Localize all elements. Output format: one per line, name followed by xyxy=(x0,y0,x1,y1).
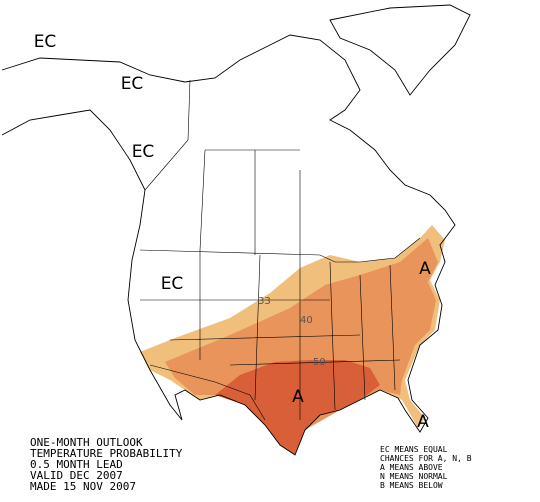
caption-line: MADE 15 NOV 2007 xyxy=(30,480,136,493)
state-lines xyxy=(140,250,401,420)
greenland xyxy=(329,4,471,96)
mexico-border xyxy=(149,364,266,421)
above-label: A xyxy=(417,412,429,432)
caption-line: 0.5 MONTH LEAD xyxy=(30,458,123,471)
legend: EC MEANS EQUAL CHANCES FOR A, N, B A MEA… xyxy=(380,445,472,490)
contour-label: 50 xyxy=(313,357,326,368)
caption-line: TEMPERATURE PROBABILITY xyxy=(30,447,183,460)
legend-line: B MEANS BELOW xyxy=(380,481,443,490)
coastline xyxy=(1,34,456,456)
ec-label: EC xyxy=(34,32,57,52)
ec-label: EC xyxy=(121,74,144,94)
map-outlines xyxy=(1,4,471,456)
legend-line: N MEANS NORMAL xyxy=(380,472,448,481)
alaska-border xyxy=(144,79,191,191)
caption-line: VALID DEC 2007 xyxy=(30,469,123,482)
contour-label: 40 xyxy=(300,315,313,326)
caption-line: ONE-MONTH OUTLOOK xyxy=(30,436,143,449)
canada-us-border xyxy=(139,237,421,263)
province-lines xyxy=(199,149,301,265)
above-label: A xyxy=(419,259,431,279)
ec-label: EC xyxy=(132,142,155,162)
caption: ONE-MONTH OUTLOOK TEMPERATURE PROBABILIT… xyxy=(30,436,183,493)
legend-line: EC MEANS EQUAL xyxy=(380,445,448,454)
shade-40 xyxy=(165,238,438,455)
legend-line: CHANCES FOR A, N, B xyxy=(380,454,472,463)
contour-label: 33 xyxy=(258,296,271,307)
above-label: A xyxy=(292,387,304,407)
ec-label: EC xyxy=(161,274,184,294)
shade-50 xyxy=(215,360,380,455)
probability-shading xyxy=(140,225,445,455)
labels: EC EC EC EC A A A 33 40 50 xyxy=(34,32,431,432)
legend-line: A MEANS ABOVE xyxy=(380,463,443,472)
